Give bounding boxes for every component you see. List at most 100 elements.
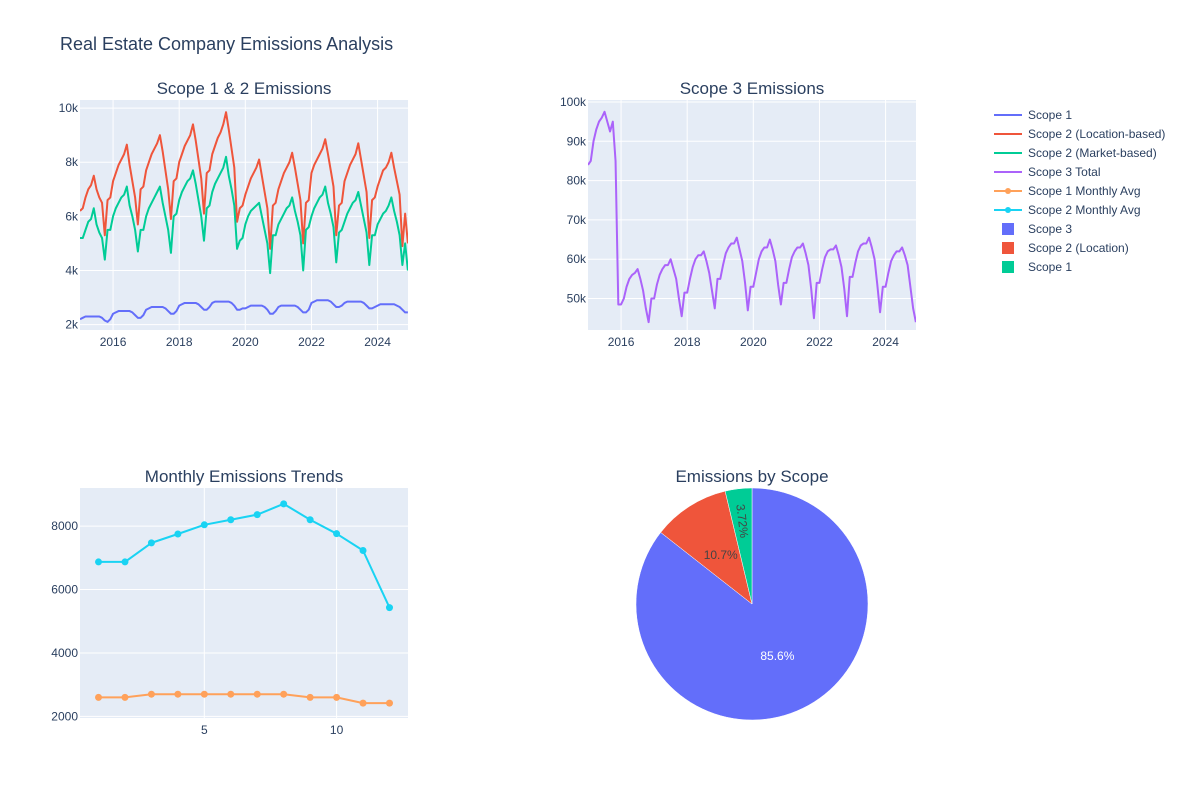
data-point-scope-2-monthly-avg — [147, 539, 155, 547]
subplot-1: Scope 1 & 2 Emissions 2k 4k 6k 8k 10k 2016 2018… — [59, 79, 408, 349]
data-point-scope-1-monthly-avg — [253, 690, 261, 698]
data-point-scope-1-monthly-avg — [95, 693, 103, 701]
plot-background — [80, 488, 408, 718]
series-line-scope-1 — [80, 299, 408, 323]
subplot-2: Scope 3 Emissions 50k 60k 70k 80k 90k 100k 2016… — [560, 79, 916, 349]
data-point-scope-2-monthly-avg — [385, 604, 393, 612]
pie-label-scope-3: 85.6% — [760, 649, 794, 663]
legend-label: Scope 2 (Location-based) — [1028, 127, 1165, 141]
x-tick-label: 2020 — [740, 335, 767, 349]
legend-item-scope-2-location-7: Scope 2 (Location) — [1002, 241, 1129, 255]
series-line-scope-2-market-based — [80, 155, 408, 275]
data-point-scope-2-monthly-avg — [359, 546, 367, 554]
data-point-scope-2-monthly-avg — [253, 511, 261, 519]
series-group — [95, 500, 393, 707]
legend-label: Scope 2 Monthly Avg — [1028, 203, 1141, 217]
legend-item-scope-3-6: Scope 3 — [1002, 222, 1072, 236]
y-tick-label: 10k — [59, 101, 79, 115]
data-point-scope-1-monthly-avg — [306, 693, 314, 701]
x-tick-label: 2016 — [608, 335, 635, 349]
x-tick-label: 2018 — [166, 335, 193, 349]
legend-label: Scope 1 — [1028, 108, 1072, 122]
legend-item-scope-1-0: Scope 1 — [994, 108, 1072, 122]
legend-label: Scope 1 — [1028, 260, 1072, 274]
data-point-scope-1-monthly-avg — [200, 690, 208, 698]
data-point-scope-2-monthly-avg — [174, 530, 182, 538]
series-line-scope-3-total — [588, 110, 916, 324]
pie-slice-scope-2-location — [660, 490, 753, 605]
subplot-title: Emissions by Scope — [675, 467, 828, 486]
x-tick-label: 10 — [330, 723, 344, 737]
plot-background — [80, 100, 408, 330]
x-tick-label: 2022 — [298, 335, 325, 349]
legend-swatch — [1002, 242, 1014, 254]
y-tick-label: 8000 — [51, 519, 78, 533]
legend-item-scope-1-monthly-avg-4: Scope 1 Monthly Avg — [994, 184, 1141, 198]
data-point-scope-2-monthly-avg — [280, 500, 288, 508]
legend-item-scope-2-market-based-2: Scope 2 (Market-based) — [994, 146, 1157, 160]
plot-background — [588, 100, 916, 330]
y-tick-label: 80k — [567, 174, 587, 188]
data-point-scope-2-monthly-avg — [95, 558, 103, 566]
y-tick-label: 60k — [567, 252, 587, 266]
y-tick-label: 6k — [65, 209, 79, 223]
data-point-scope-1-monthly-avg — [333, 693, 341, 701]
data-point-scope-1-monthly-avg — [174, 690, 182, 698]
legend-swatch — [1002, 223, 1014, 235]
y-tick-label: 4k — [65, 263, 79, 277]
y-tick-label: 100k — [560, 95, 587, 109]
figure-title: Real Estate Company Emissions Analysis — [60, 34, 393, 54]
data-point-scope-2-monthly-avg — [227, 516, 235, 524]
legend-label: Scope 2 (Location) — [1028, 241, 1129, 255]
data-point-scope-1-monthly-avg — [121, 693, 129, 701]
data-point-scope-2-monthly-avg — [200, 521, 208, 529]
x-tick-label: 5 — [201, 723, 208, 737]
legend-item-scope-3-total-3: Scope 3 Total — [994, 165, 1101, 179]
y-tick-label: 4000 — [51, 646, 78, 660]
x-tick-label: 2020 — [232, 335, 259, 349]
subplot-title: Scope 1 & 2 Emissions — [157, 79, 332, 98]
x-tick-label: 2022 — [806, 335, 833, 349]
data-point-scope-1-monthly-avg — [280, 690, 288, 698]
data-point-scope-2-monthly-avg — [306, 516, 314, 524]
legend: Scope 1 Scope 2 (Location-based) Scope 2 (… — [994, 108, 1165, 274]
x-tick-label: 2024 — [364, 335, 391, 349]
subplot-4: Emissions by Scope 85.6% 10.7% 3.72% — [635, 467, 869, 721]
y-tick-label: 8k — [65, 155, 79, 169]
data-point-scope-1-monthly-avg — [147, 690, 155, 698]
chart-panels: Scope 1 & 2 Emissions 2k 4k 6k 8k 10k 2016 2018… — [51, 79, 916, 737]
y-tick-label: 2000 — [51, 709, 78, 723]
pie-label-scope-2-location: 10.7% — [704, 548, 738, 562]
data-point-scope-2-monthly-avg — [333, 530, 341, 538]
subplot-3: Monthly Emissions Trends 2000 4000 6000 8000… — [51, 467, 408, 737]
x-tick-label: 2024 — [872, 335, 899, 349]
subplot-title: Monthly Emissions Trends — [145, 467, 343, 486]
data-point-scope-2-monthly-avg — [121, 558, 129, 566]
legend-item-scope-1-8: Scope 1 — [1002, 260, 1072, 274]
legend-label: Scope 2 (Market-based) — [1028, 146, 1157, 160]
legend-marker — [1005, 207, 1011, 213]
legend-swatch — [1002, 261, 1014, 273]
y-tick-label: 2k — [65, 318, 79, 332]
legend-label: Scope 3 — [1028, 222, 1072, 236]
pie-slice-scope-1 — [724, 487, 753, 605]
y-tick-label: 6000 — [51, 583, 78, 597]
legend-label: Scope 1 Monthly Avg — [1028, 184, 1141, 198]
x-tick-label: 2018 — [674, 335, 701, 349]
y-tick-label: 90k — [567, 134, 587, 148]
series-group — [588, 110, 916, 324]
series-group — [80, 111, 408, 323]
y-tick-label: 50k — [567, 292, 587, 306]
legend-label: Scope 3 Total — [1028, 165, 1101, 179]
data-point-scope-1-monthly-avg — [227, 690, 235, 698]
series-line-scope-1-monthly-avg — [98, 693, 390, 705]
pie-label-scope-1: 3.72% — [733, 503, 751, 539]
subplot-title: Scope 3 Emissions — [680, 79, 825, 98]
y-tick-label: 70k — [567, 213, 587, 227]
data-point-scope-1-monthly-avg — [359, 699, 367, 707]
data-point-scope-1-monthly-avg — [385, 699, 393, 707]
series-line-scope-2-monthly-avg — [98, 502, 391, 609]
x-tick-label: 2016 — [100, 335, 127, 349]
legend-item-scope-2-monthly-avg-5: Scope 2 Monthly Avg — [994, 203, 1141, 217]
